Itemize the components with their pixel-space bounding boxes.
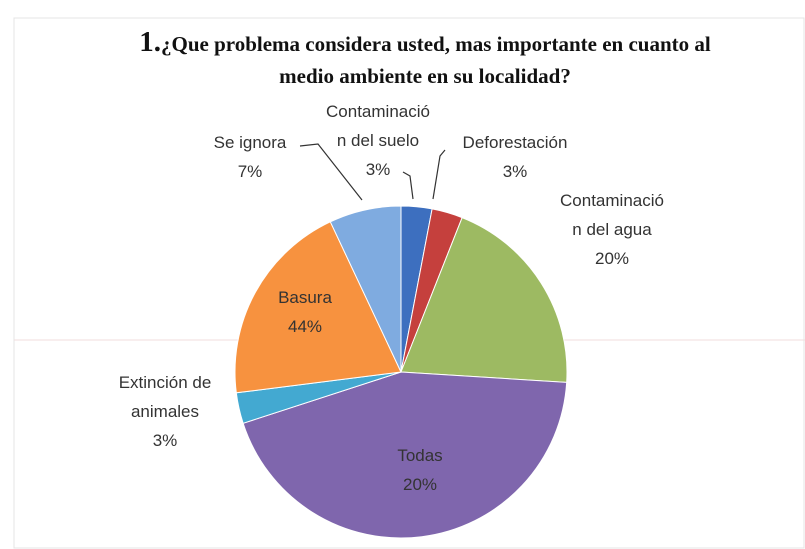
slices: [234, 205, 568, 539]
frame: [13, 17, 805, 549]
leader-line: [432, 149, 446, 200]
value-label: 44%: [287, 317, 323, 336]
data-label: Todas 20%: [370, 441, 470, 499]
slice: [234, 221, 402, 394]
value-label: 3%: [365, 160, 391, 179]
data-label: Se ignora 7%: [200, 128, 300, 186]
value-label: 7%: [237, 162, 263, 181]
category-label: Contaminación del suelo: [326, 102, 430, 150]
category-label: Deforestación: [462, 133, 568, 152]
data-label: Extinción de animales 3%: [106, 368, 224, 455]
value-label: 20%: [402, 475, 438, 494]
value-label: 20%: [594, 249, 630, 268]
data-label: Contaminación del suelo 3%: [322, 97, 434, 184]
slice: [400, 217, 568, 383]
category-label: Todas: [397, 446, 443, 465]
category-label: Se ignora: [213, 133, 287, 152]
data-label: Basura 44%: [255, 283, 355, 341]
value-label: 3%: [502, 162, 528, 181]
title-number: 1.: [139, 26, 162, 58]
category-label: Basura: [278, 288, 332, 307]
category-label: Contaminación del agua: [560, 191, 664, 239]
chart-title: 1.¿Que problema considera usted, mas imp…: [115, 26, 735, 92]
leader-line: [299, 143, 363, 201]
title-text: ¿Que problema considera usted, mas impor…: [161, 32, 711, 88]
data-label: Contaminación del agua 20%: [556, 186, 668, 273]
data-label: Deforestación 3%: [450, 128, 580, 186]
slice: [242, 371, 568, 539]
leader-line: [402, 171, 414, 200]
slice: [329, 205, 402, 373]
value-label: 3%: [152, 431, 178, 450]
category-label: Extinción de animales: [118, 373, 212, 421]
